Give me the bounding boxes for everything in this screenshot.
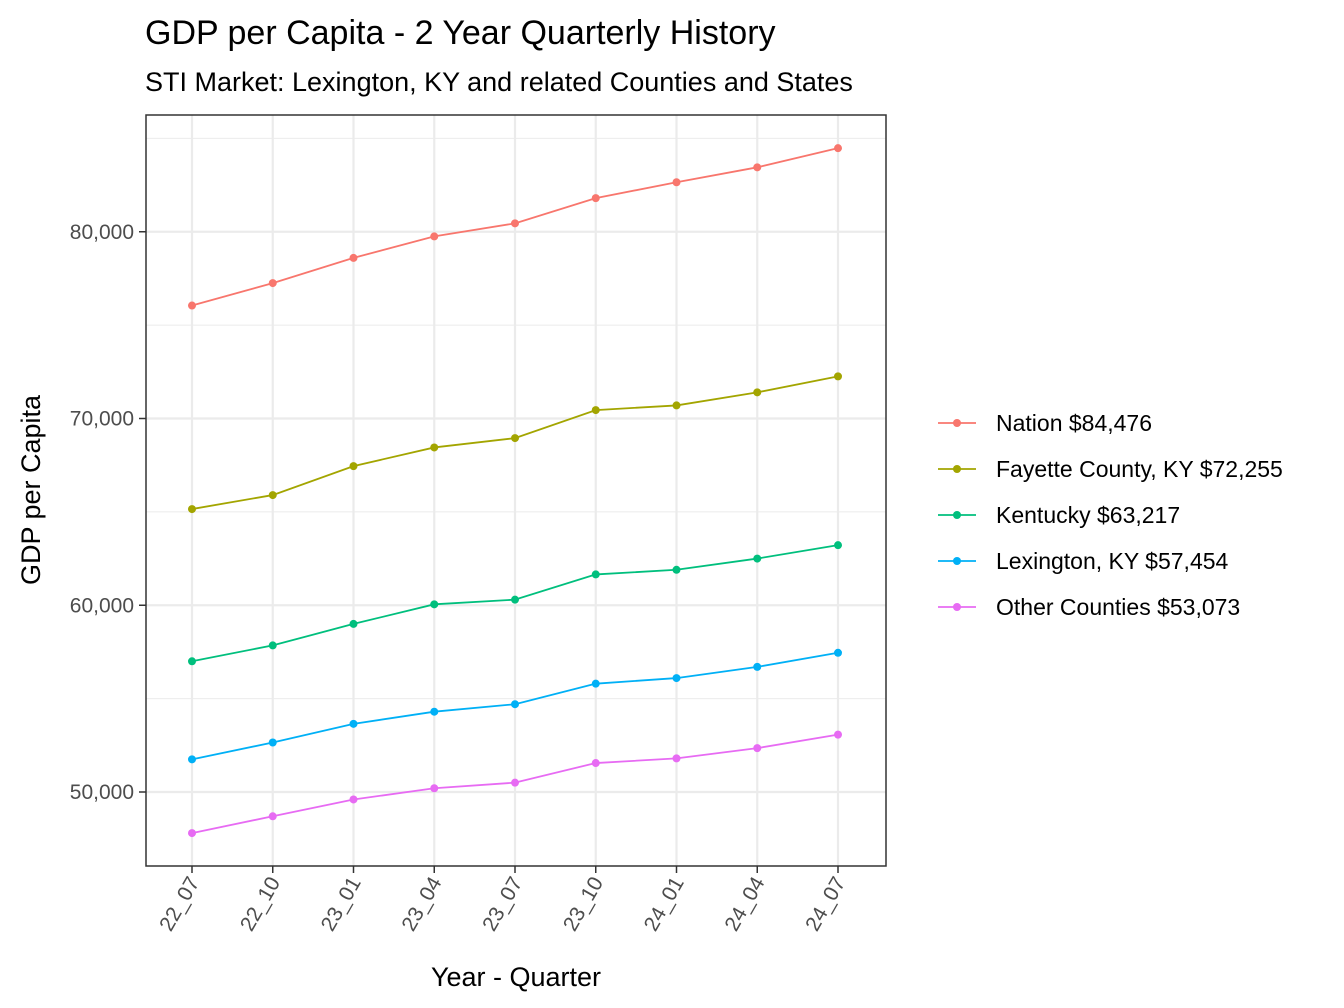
data-point xyxy=(430,232,439,241)
data-point xyxy=(430,600,439,609)
legend-label: Other Counties $53,073 xyxy=(996,594,1240,620)
data-point xyxy=(188,505,196,514)
data-point xyxy=(591,759,600,768)
data-point xyxy=(268,738,277,747)
y-tick-label: 80,000 xyxy=(70,221,134,244)
legend-label: Fayette County, KY $72,255 xyxy=(996,456,1283,482)
y-tick-label: 60,000 xyxy=(70,594,134,617)
data-point xyxy=(349,253,358,262)
legend-key-point xyxy=(953,511,961,519)
data-point xyxy=(672,565,681,574)
data-point xyxy=(511,434,519,443)
data-point xyxy=(753,388,762,397)
data-point xyxy=(349,619,358,628)
x-tick-label: 23_04 xyxy=(397,873,446,935)
series-lines xyxy=(188,144,842,838)
x-tick-label: 23_07 xyxy=(478,873,527,935)
x-axis: 22_07 22_10 23_01 23_04 23_07 23_10 24_01 24_04… xyxy=(155,866,850,935)
legend-key-point xyxy=(953,465,961,473)
x-tick-label: 24_04 xyxy=(720,873,769,935)
data-point xyxy=(268,279,277,288)
data-point xyxy=(834,372,842,381)
data-point xyxy=(511,700,519,709)
data-point xyxy=(672,401,681,410)
data-point xyxy=(188,829,196,838)
y-tick-label: 50,000 xyxy=(70,781,134,804)
data-point xyxy=(511,595,519,604)
data-point xyxy=(268,641,277,650)
data-point xyxy=(834,648,842,657)
legend-label: Kentucky $63,217 xyxy=(996,502,1180,528)
legend-key-point xyxy=(953,557,961,565)
legend-label: Nation $84,476 xyxy=(996,410,1152,436)
data-point xyxy=(430,784,439,793)
data-point xyxy=(511,778,519,787)
data-point xyxy=(672,178,681,187)
data-point xyxy=(188,755,196,764)
data-point xyxy=(591,406,600,415)
x-tick-label: 22_07 xyxy=(155,873,204,935)
data-point xyxy=(511,219,519,228)
x-axis-title: Year - Quarter xyxy=(431,962,601,992)
data-point xyxy=(268,491,277,500)
plot-border xyxy=(145,114,887,867)
y-axis: 50,000 60,000 70,000 80,000 xyxy=(70,221,146,804)
data-point xyxy=(430,443,439,452)
data-point xyxy=(834,541,842,550)
data-point xyxy=(834,144,842,153)
data-point xyxy=(188,301,196,310)
data-point xyxy=(349,719,358,728)
data-point xyxy=(268,812,277,821)
data-point xyxy=(753,554,762,563)
data-point xyxy=(591,570,600,579)
data-point xyxy=(591,194,600,203)
y-axis-title: GDP per Capita xyxy=(16,394,46,585)
data-point xyxy=(753,744,762,753)
data-point xyxy=(753,662,762,671)
x-tick-label: 24_07 xyxy=(801,873,850,935)
data-point xyxy=(349,462,358,471)
legend-label: Lexington, KY $57,454 xyxy=(996,548,1229,574)
data-point xyxy=(834,730,842,739)
data-point xyxy=(430,707,439,716)
data-point xyxy=(672,674,681,683)
data-point xyxy=(672,754,681,763)
legend-key-point xyxy=(953,603,961,611)
y-tick-label: 70,000 xyxy=(70,408,134,431)
data-point xyxy=(188,657,196,666)
legend-key-point xyxy=(953,419,961,427)
data-point xyxy=(591,679,600,688)
legend: Nation $84,476 Fayette County, KY $72,255… xyxy=(938,410,1283,620)
data-point xyxy=(349,795,358,804)
chart-subtitle: STI Market: Lexington, KY and related Co… xyxy=(145,67,853,97)
data-point xyxy=(753,163,762,172)
x-tick-label: 23_01 xyxy=(317,873,366,935)
x-tick-label: 24_01 xyxy=(640,873,689,935)
x-tick-label: 22_10 xyxy=(236,873,285,935)
chart-title: GDP per Capita - 2 Year Quarterly Histor… xyxy=(145,14,776,52)
x-tick-label: 23_10 xyxy=(559,873,608,935)
